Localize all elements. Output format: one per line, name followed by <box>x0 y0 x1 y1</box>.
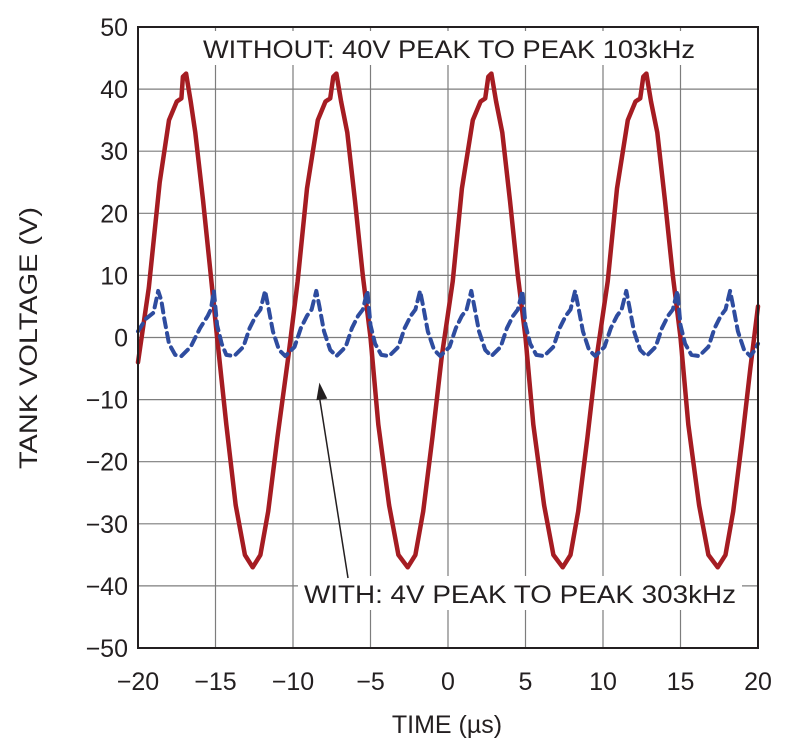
annotation-arrow-head <box>316 382 328 401</box>
y-tick-label: −30 <box>86 511 128 539</box>
grid <box>138 27 758 648</box>
y-tick-label: 0 <box>114 325 128 353</box>
x-tick-label: −15 <box>194 668 236 696</box>
annotation-without-text: WITHOUT: 40V PEAK TO PEAK 103kHz <box>203 36 695 64</box>
annotation-without: WITHOUT: 40V PEAK TO PEAK 103kHz <box>196 31 702 65</box>
annotation-without-bg <box>196 31 702 65</box>
series-without-line <box>135 71 761 570</box>
y-tick-label: −10 <box>86 387 128 415</box>
x-tick-label: 0 <box>441 668 455 696</box>
y-tick-label: 10 <box>100 262 128 290</box>
x-tick-label: 15 <box>667 668 695 696</box>
y-tick-label: −50 <box>86 635 128 663</box>
y-axis-title: TANK VOLTAGE (V) <box>15 207 43 469</box>
y-tick-labels: 50 40 30 20 10 0 −10 −20 −30 −40 −50 <box>86 14 128 663</box>
annotation-with-text: WITH: 4V PEAK TO PEAK 303kHz <box>304 581 736 609</box>
plot-frame <box>137 26 759 649</box>
y-tick-label: 20 <box>100 200 128 228</box>
annotation-arrow-line <box>318 396 349 579</box>
y-tick-label: −40 <box>86 573 128 601</box>
series-with-line <box>136 288 760 359</box>
x-tick-label: 20 <box>744 668 772 696</box>
x-tick-label: 10 <box>589 668 617 696</box>
y-tick-label: 50 <box>100 14 128 42</box>
x-axis-title: TIME (µs) <box>392 711 502 739</box>
y-tick-label: 40 <box>100 76 128 104</box>
x-tick-labels: −20 −15 −10 −5 0 5 10 15 20 <box>117 668 772 696</box>
x-tick-label: −10 <box>272 668 314 696</box>
x-tick-label: 5 <box>519 668 533 696</box>
annotation-with: WITH: 4V PEAK TO PEAK 303kHz <box>298 382 742 610</box>
x-tick-label: −5 <box>356 668 385 696</box>
annotation-with-bg <box>298 576 742 610</box>
y-tick-label: 30 <box>100 138 128 166</box>
series-layer <box>135 71 761 570</box>
x-tick-label: −20 <box>117 668 159 696</box>
y-tick-label: −20 <box>86 449 128 477</box>
